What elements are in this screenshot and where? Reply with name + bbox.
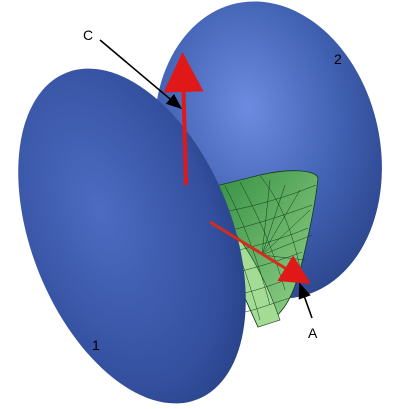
axis-arrow-a xyxy=(209,220,311,284)
pointer-a xyxy=(298,282,313,319)
label-c: C xyxy=(83,27,93,43)
disk-1 xyxy=(18,68,246,404)
pointer-c xyxy=(99,39,183,110)
label-2: 2 xyxy=(334,51,342,67)
label-a: A xyxy=(308,325,318,341)
label-1: 1 xyxy=(92,337,100,353)
axis-arrow-c xyxy=(163,52,204,186)
